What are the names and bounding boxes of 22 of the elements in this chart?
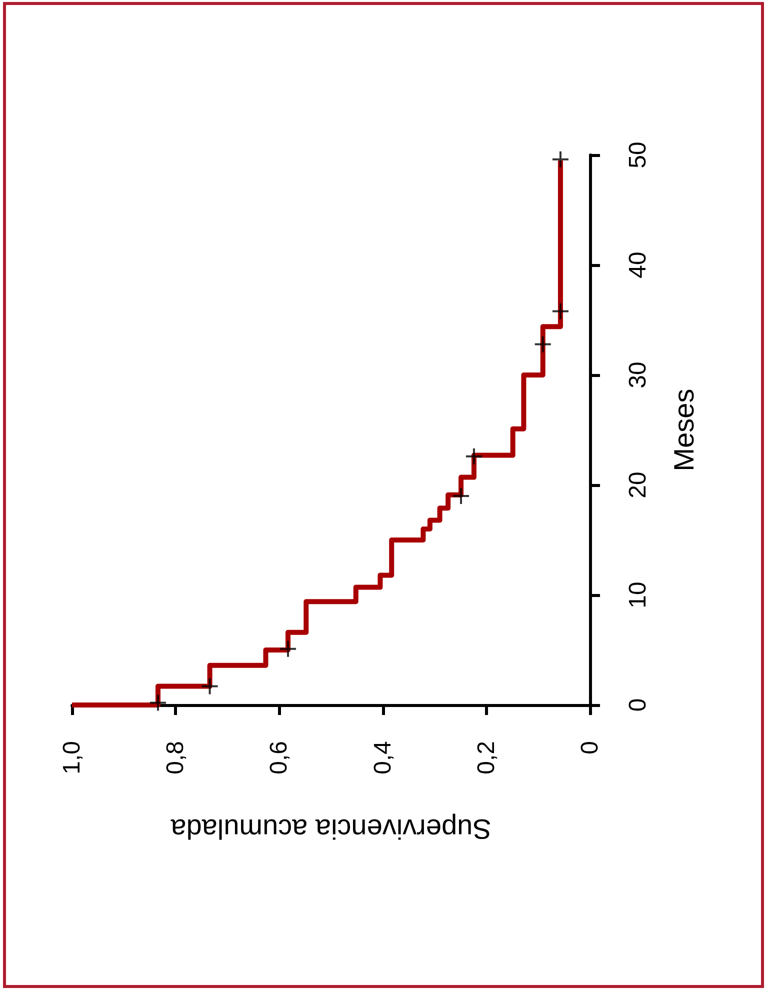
point xyxy=(279,640,298,658)
point xyxy=(452,487,470,505)
y-tick-label: 0 xyxy=(624,698,652,712)
y-tick-label: 30 xyxy=(624,362,652,388)
y-axis-title: Meses xyxy=(668,388,700,472)
y-tick-label: 20 xyxy=(624,472,652,498)
x-tick-label: 1,0 xyxy=(58,741,86,774)
y-tick-label: 10 xyxy=(624,582,652,608)
x-tick-label: 0,4 xyxy=(369,741,396,774)
point xyxy=(148,694,167,712)
point xyxy=(534,335,552,354)
x-tick-label: 0,8 xyxy=(162,741,190,774)
x-axis-title: Supervivencia acumulada xyxy=(170,814,492,844)
y-tick-label: 50 xyxy=(624,142,652,168)
point xyxy=(551,302,570,320)
x-tick-label: 0 xyxy=(576,741,604,754)
y-tick-label: 40 xyxy=(624,252,652,278)
point xyxy=(200,677,219,696)
point xyxy=(551,150,570,168)
x-tick-label: 0,2 xyxy=(472,741,500,774)
x-tick-label: 0,6 xyxy=(266,741,293,774)
point xyxy=(464,447,483,466)
